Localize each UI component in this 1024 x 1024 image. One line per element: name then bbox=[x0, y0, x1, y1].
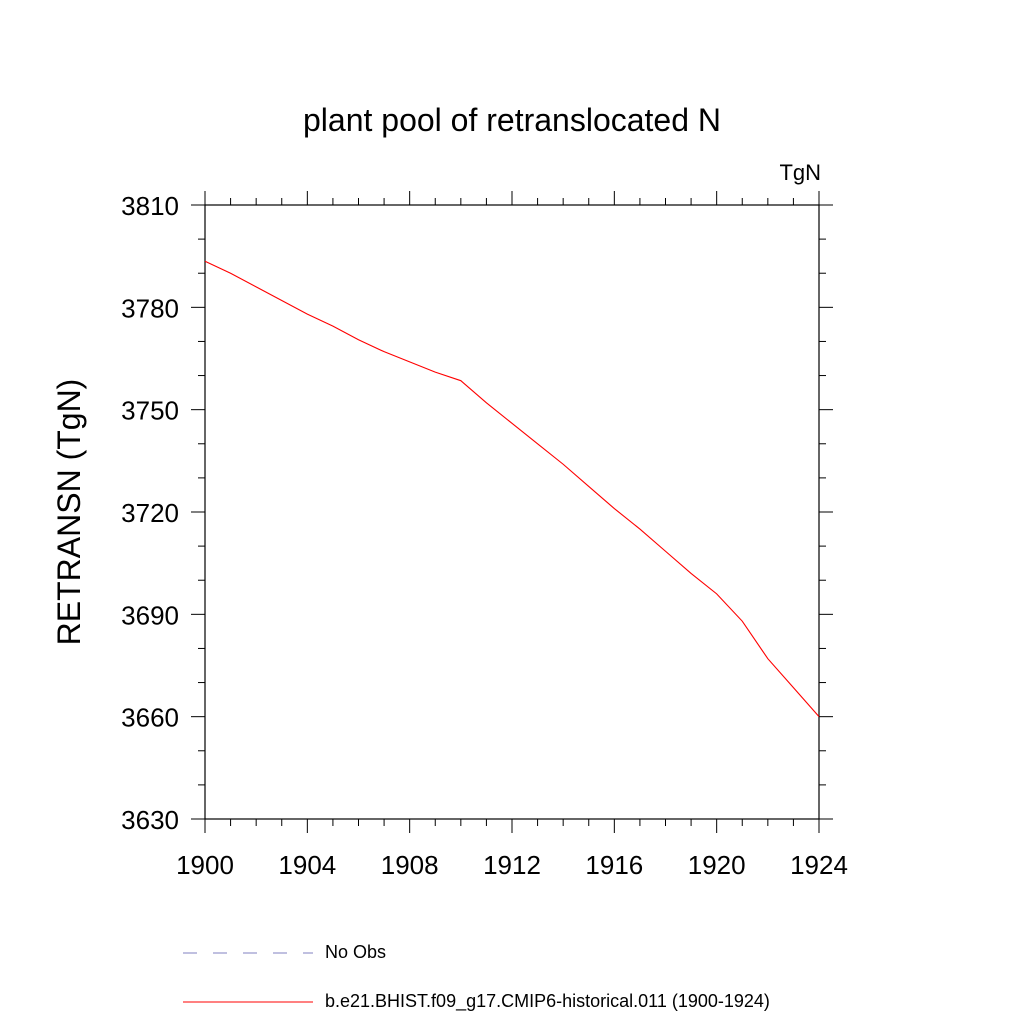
x-tick-label: 1916 bbox=[585, 850, 643, 880]
y-tick-label: 3690 bbox=[121, 600, 179, 630]
legend-label-no-obs: No Obs bbox=[325, 942, 387, 962]
x-tick-label: 1908 bbox=[381, 850, 439, 880]
series-lines bbox=[204, 260, 820, 718]
plot-frame bbox=[204, 204, 820, 820]
series-line-0 bbox=[204, 260, 820, 718]
x-tick-label: 1904 bbox=[278, 850, 336, 880]
chart-title: plant pool of retranslocated N bbox=[303, 102, 721, 138]
x-tick-labels: 1900 1904 1908 1912 1916 1920 1924 bbox=[176, 850, 848, 880]
y-tick-label: 3780 bbox=[121, 293, 179, 323]
x-tick-label: 1912 bbox=[483, 850, 541, 880]
legend-swatch-model-run bbox=[183, 1001, 313, 1003]
axis-ticks bbox=[191, 191, 833, 833]
legend-label-model-run: b.e21.BHIST.f09_g17.CMIP6-historical.011… bbox=[325, 991, 770, 1011]
x-tick-label: 1924 bbox=[790, 850, 848, 880]
y-tick-label: 3810 bbox=[121, 191, 179, 221]
y-tick-label: 3660 bbox=[121, 703, 179, 733]
legend-item-no-obs: No Obs bbox=[0, 942, 1024, 972]
units-label: TgN bbox=[779, 160, 821, 185]
y-tick-labels: 3810 3780 3750 3720 3690 3660 3630 bbox=[121, 191, 179, 835]
x-tick-label: 1900 bbox=[176, 850, 234, 880]
y-tick-label: 3750 bbox=[121, 396, 179, 426]
legend-swatch-no-obs bbox=[183, 952, 313, 954]
y-tick-label: 3630 bbox=[121, 805, 179, 835]
y-tick-label: 3720 bbox=[121, 498, 179, 528]
y-axis-label: RETRANSN (TgN) bbox=[51, 379, 87, 646]
x-tick-label: 1920 bbox=[688, 850, 746, 880]
legend-item-model-run: b.e21.BHIST.f09_g17.CMIP6-historical.011… bbox=[0, 991, 1024, 1021]
